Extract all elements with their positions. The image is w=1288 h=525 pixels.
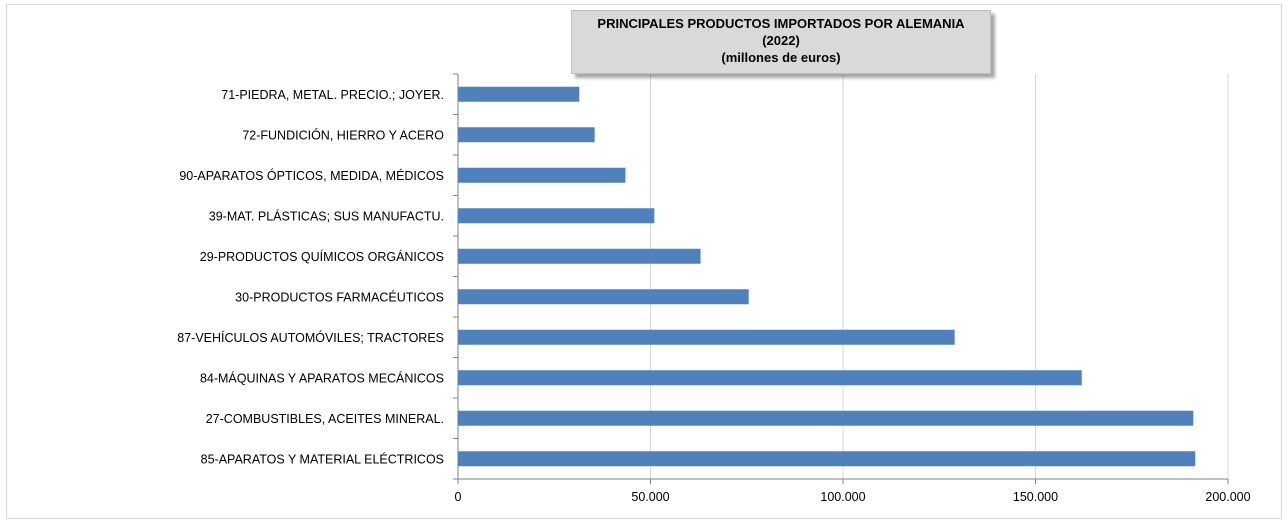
bar-5 — [458, 289, 749, 305]
chart-subtitle: (2022) — [762, 33, 800, 48]
bar-9 — [458, 451, 1196, 467]
category-label-2: 90-APARATOS ÓPTICOS, MEDIDA, MÉDICOS — [179, 168, 444, 183]
x-tick-label-3: 150.000 — [1013, 490, 1058, 504]
category-label-4: 29-PRODUCTOS QUÍMICOS ORGÁNICOS — [200, 249, 444, 264]
x-tick-label-1: 50.000 — [631, 490, 669, 504]
bar-7 — [458, 370, 1082, 386]
bar-3 — [458, 208, 655, 224]
category-label-8: 27-COMBUSTIBLES, ACEITES MINERAL. — [206, 412, 444, 426]
chart-unit-label: (millones de euros) — [721, 50, 841, 65]
x-tick-label-2: 100.000 — [820, 490, 865, 504]
category-label-5: 30-PRODUCTOS FARMACÉUTICOS — [235, 289, 444, 304]
bar-8 — [458, 410, 1194, 426]
category-label-3: 39-MAT. PLÁSTICAS; SUS MANUFACTU. — [209, 208, 444, 223]
x-tick-label-0: 0 — [455, 490, 462, 504]
bar-2 — [458, 167, 626, 183]
bar-0 — [458, 86, 580, 102]
x-tick-labels: 0 50.000 100.000 150.000 200.000 — [455, 490, 1251, 504]
chart-title: PRINCIPALES PRODUCTOS IMPORTADOS POR ALE… — [597, 16, 965, 31]
category-label-7: 84-MÁQUINAS Y APARATOS MECÁNICOS — [200, 370, 444, 385]
category-label-0: 71-PIEDRA, METAL. PRECIO.; JOYER. — [221, 88, 444, 102]
bar-1 — [458, 127, 595, 143]
chart-title-box: PRINCIPALES PRODUCTOS IMPORTADOS POR ALE… — [571, 10, 991, 74]
category-labels: 71-PIEDRA, METAL. PRECIO.; JOYER. 72-FUND… — [177, 88, 444, 467]
x-tick-label-4: 200.000 — [1205, 490, 1250, 504]
bar-4 — [458, 248, 701, 264]
bar-6 — [458, 329, 955, 345]
category-label-9: 85-APARATOS Y MATERIAL ELÉCTRICOS — [201, 451, 444, 466]
bars — [458, 86, 1196, 467]
category-label-1: 72-FUNDICIÓN, HIERRO Y ACERO — [242, 127, 444, 142]
category-label-6: 87-VEHÍCULOS AUTOMÓVILES; TRACTORES — [177, 330, 444, 345]
